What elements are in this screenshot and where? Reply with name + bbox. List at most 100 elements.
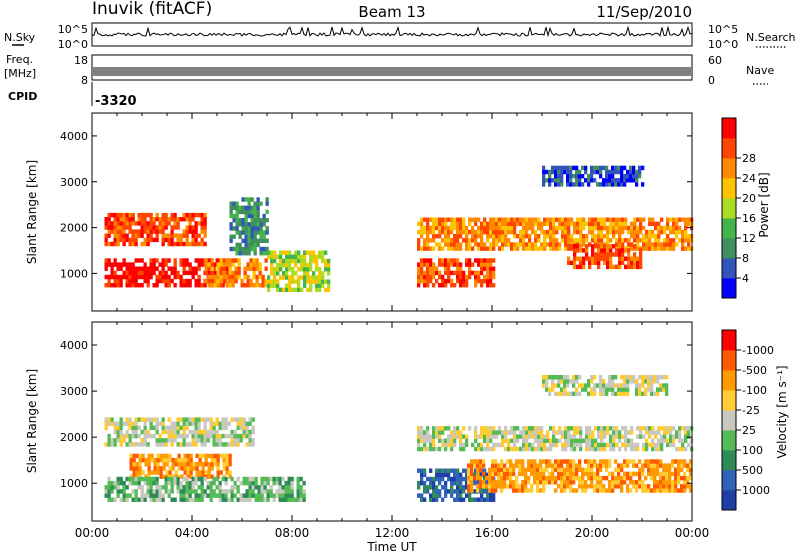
data-cell <box>164 425 168 431</box>
data-cell <box>678 217 682 222</box>
power-colorbar-label: Power [dB] <box>757 172 771 237</box>
data-cell <box>213 457 217 463</box>
data-cell <box>621 217 625 222</box>
data-cell <box>648 234 652 239</box>
data-cell <box>594 442 598 448</box>
data-cell <box>590 174 594 179</box>
data-cell <box>131 217 135 222</box>
data-cell <box>432 446 436 452</box>
data-cell <box>674 484 678 489</box>
data-cell <box>125 217 129 222</box>
data-cell <box>551 165 555 171</box>
data-cell <box>450 258 454 263</box>
data-cell <box>635 174 639 179</box>
data-cell <box>188 262 192 267</box>
data-cell <box>276 287 280 293</box>
data-cell <box>551 379 555 384</box>
data-cell <box>140 489 144 494</box>
data-cell <box>441 278 445 284</box>
data-cell <box>525 217 529 222</box>
data-cell <box>204 457 208 463</box>
data-cell <box>213 278 217 284</box>
data-cell <box>227 497 231 502</box>
data-cell <box>611 387 615 392</box>
data-cell <box>444 262 448 267</box>
data-cell <box>195 466 199 471</box>
data-cell <box>244 234 248 239</box>
data-cell <box>146 442 150 447</box>
data-cell <box>507 217 511 222</box>
data-cell <box>324 267 328 272</box>
data-cell <box>191 225 195 230</box>
nsearch-tick-bottom: 10^0 <box>708 38 738 51</box>
x-tick-labels: 00:00 04:00 08:00 12:00 16:00 20:00 00:00 <box>75 526 710 540</box>
data-cell <box>423 497 427 502</box>
data-cell <box>456 229 460 235</box>
data-cell <box>564 234 568 239</box>
data-cell <box>572 467 576 473</box>
data-cell <box>235 242 239 248</box>
data-cell <box>256 205 260 211</box>
data-cell <box>247 251 251 256</box>
data-cell <box>603 221 607 227</box>
data-cell <box>244 218 248 223</box>
data-cell <box>675 446 679 452</box>
data-cell <box>300 262 304 268</box>
data-cell <box>501 434 505 439</box>
data-cell <box>513 246 517 251</box>
data-cell <box>533 467 537 473</box>
data-cell <box>232 205 236 211</box>
data-cell <box>513 442 517 448</box>
data-cell <box>252 270 256 276</box>
data-cell <box>510 229 514 235</box>
data-cell <box>131 262 135 267</box>
data-cell <box>560 484 564 489</box>
data-cell <box>666 438 670 443</box>
data-cell <box>441 426 445 431</box>
colorbar-frame <box>721 117 737 299</box>
data-cell <box>657 430 661 435</box>
data-cell <box>563 484 567 489</box>
data-cell <box>140 229 144 234</box>
data-cell <box>134 258 138 263</box>
data-cell <box>480 221 484 227</box>
data-cell <box>438 438 442 443</box>
data-cell <box>122 237 126 243</box>
data-cell <box>663 225 667 231</box>
data-cell <box>185 485 189 490</box>
data-cell <box>654 434 658 439</box>
data-cell <box>186 457 190 463</box>
data-cell <box>474 278 478 284</box>
data-cell <box>168 466 172 471</box>
data-cell <box>486 278 490 284</box>
data-cell <box>238 218 242 223</box>
data-cell <box>684 238 688 243</box>
y-tick-label: 2000 <box>60 431 88 444</box>
data-cell <box>299 485 303 490</box>
data-cell <box>276 254 280 260</box>
data-cell <box>122 497 126 502</box>
data-cell <box>188 493 192 498</box>
data-cell <box>566 471 570 477</box>
data-cell <box>116 241 120 247</box>
data-cell <box>474 221 478 227</box>
data-cell <box>182 417 186 422</box>
data-cell <box>674 467 678 473</box>
data-cell <box>614 459 618 464</box>
data-cell <box>159 453 163 459</box>
data-cell <box>522 426 526 431</box>
data-cell <box>173 425 177 431</box>
data-cell <box>170 229 174 234</box>
data-cell <box>116 489 120 494</box>
data-cell <box>235 205 239 211</box>
data-cell <box>587 383 591 388</box>
data-cell <box>216 457 220 463</box>
data-cell <box>309 279 313 284</box>
data-cell <box>645 238 649 243</box>
data-cell <box>531 221 535 227</box>
data-cell <box>594 225 598 231</box>
data-cell <box>254 480 258 486</box>
data-cell <box>465 476 469 482</box>
data-cell <box>618 264 622 270</box>
